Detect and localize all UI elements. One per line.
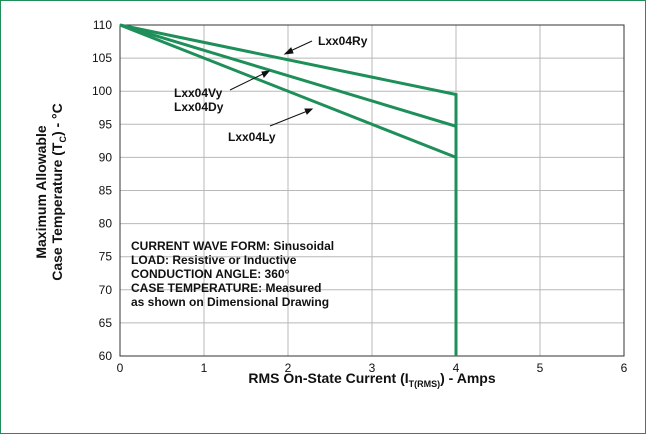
series-line-3 (119, 23, 458, 356)
series-label-lxx04ly: Lxx04Ly (228, 130, 276, 144)
note-line: LOAD: Resistive or Inductive (131, 253, 297, 267)
y-tick-label: 95 (99, 117, 113, 131)
y-tick-label: 70 (99, 283, 113, 297)
svg-text:Maximum Allowable: Maximum Allowable (33, 125, 49, 259)
x-tick-label: 5 (537, 361, 544, 375)
arrowhead-lxx04vy (261, 70, 271, 78)
x-tick-label: 0 (117, 361, 124, 375)
y-tick-label: 105 (92, 51, 112, 65)
x-tick-label: 2 (285, 361, 292, 375)
y-tick-label: 60 (99, 349, 113, 363)
note-line: CURRENT WAVE FORM: Sinusoidal (131, 239, 334, 253)
arrow-lxx04vy (229, 71, 268, 91)
x-tick-label: 6 (621, 361, 628, 375)
y-tick-label: 90 (99, 150, 113, 164)
svg-text:Case Temperature (TC) - °C: Case Temperature (TC) - °C (49, 103, 68, 281)
note-line: as shown on Dimensional Drawing (131, 295, 329, 309)
label-arrows (229, 40, 314, 127)
series-label-lxx04ry: Lxx04Ry (318, 34, 368, 48)
label-background (226, 128, 286, 146)
y-axis-title: Maximum Allowable Case Temperature (TC) … (33, 103, 68, 281)
series-label-lxx04dy: Lxx04Dy (174, 100, 224, 114)
x-tick-label: 3 (369, 361, 376, 375)
y-tick-label: 110 (93, 18, 112, 32)
x-tick-labels: 0 1 2 3 4 5 6 (117, 361, 628, 375)
x-tick-label: 4 (453, 361, 460, 375)
series-label-lxx04vy: Lxx04Vy (174, 86, 223, 100)
arrowhead-lxx04ly (304, 108, 314, 115)
series-lines (119, 23, 458, 356)
note-line: CASE TEMPERATURE: Measured (131, 281, 321, 295)
arrow-lxx04ly (269, 109, 311, 127)
arrowhead-lxx04ry (283, 47, 294, 55)
y-tick-labels: 60 65 70 75 80 85 90 95 100 105 110 (92, 18, 112, 363)
note-line: CONDUCTION ANGLE: 360° (131, 267, 290, 281)
y-tick-label: 85 (99, 184, 113, 198)
plot-area-border (119, 24, 625, 357)
y-tick-label: 80 (99, 217, 113, 231)
x-axis-title: RMS On-State Current (IT(RMS)) - Amps (248, 370, 495, 389)
y-tick-label: 75 (99, 250, 113, 264)
x-tick-label: 1 (201, 361, 208, 375)
y-tick-label: 65 (99, 316, 113, 330)
y-tick-label: 100 (92, 84, 112, 98)
